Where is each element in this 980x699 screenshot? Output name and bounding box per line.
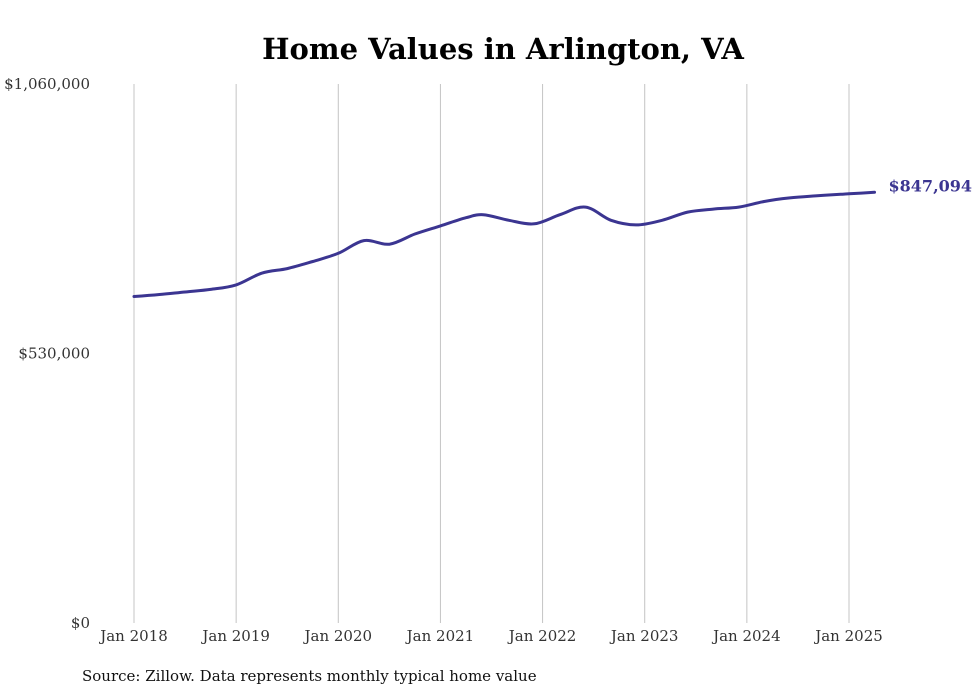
chart-title: Home Values in Arlington, VA — [262, 32, 744, 66]
x-tick-label: Jan 2024 — [711, 627, 781, 645]
x-tick-label: Jan 2019 — [200, 627, 270, 645]
y-tick-label: $0 — [71, 614, 90, 632]
source-note: Source: Zillow. Data represents monthly … — [82, 667, 537, 685]
end-value-label: $847,094 — [889, 176, 973, 195]
x-tick-label: Jan 2018 — [98, 627, 168, 645]
x-tick-label: Jan 2023 — [609, 627, 679, 645]
y-tick-label: $530,000 — [18, 345, 90, 363]
gridlines — [133, 84, 850, 623]
x-axis-ticks: Jan 2018 Jan 2019 Jan 2020 Jan 2021 Jan 2022… — [98, 627, 883, 645]
x-tick-label: Jan 2020 — [303, 627, 373, 645]
y-axis-ticks: $0 $530,000 $1,060,000 — [4, 75, 90, 632]
x-tick-label: Jan 2021 — [405, 627, 475, 645]
y-tick-label: $1,060,000 — [4, 75, 90, 93]
series-line — [132, 190, 876, 298]
x-tick-label: Jan 2025 — [813, 627, 883, 645]
x-tick-label: Jan 2022 — [507, 627, 577, 645]
